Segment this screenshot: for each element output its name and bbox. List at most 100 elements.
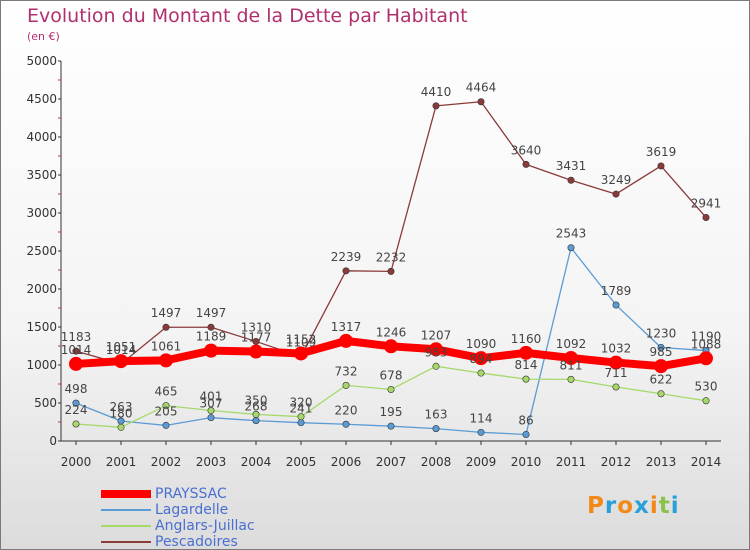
data-label: 268 (245, 400, 268, 414)
data-point (384, 339, 398, 354)
data-label: 263 (110, 400, 133, 414)
data-point (387, 422, 395, 430)
data-point (429, 342, 443, 357)
data-point (342, 381, 350, 389)
legend-label: Pescadoires (155, 534, 238, 550)
data-point (252, 417, 260, 425)
data-label: 1160 (511, 332, 542, 346)
logo-letter: r (604, 493, 618, 519)
data-label: 465 (155, 385, 178, 399)
data-label: 1088 (691, 337, 722, 351)
data-point (249, 344, 263, 359)
data-label: 4410 (421, 85, 452, 99)
x-tick-label: 2008 (421, 455, 452, 469)
data-point (612, 301, 620, 309)
y-tick-label: 5000 (26, 54, 57, 68)
data-label: 622 (650, 373, 673, 387)
data-point (342, 420, 350, 428)
legend-item-lagardelle[interactable]: Lagardelle (101, 502, 321, 518)
data-point (522, 375, 530, 383)
data-point (72, 347, 80, 355)
data-point (387, 267, 395, 275)
x-tick-label: 2000 (61, 455, 92, 469)
data-point (477, 369, 485, 377)
x-tick-label: 2002 (151, 455, 182, 469)
data-point (432, 102, 440, 110)
data-label: 1032 (601, 342, 632, 356)
data-label: 1152 (286, 332, 317, 346)
data-label: 220 (335, 403, 358, 417)
data-point (477, 98, 485, 106)
chart-subtitle: (en €) (27, 30, 60, 43)
y-tick-label: 0 (49, 434, 57, 448)
data-point (432, 425, 440, 433)
x-tick-label: 2005 (286, 455, 317, 469)
data-label: 3619 (646, 145, 677, 159)
logo-letter: x (634, 493, 650, 519)
data-point (657, 162, 665, 170)
data-label: 811 (560, 358, 583, 372)
legend-item-anglars-juillac[interactable]: Anglars-Juillac (101, 518, 321, 534)
data-point (69, 356, 83, 371)
data-point (294, 346, 308, 361)
data-label: 814 (515, 358, 538, 372)
x-tick-label: 2004 (241, 455, 272, 469)
data-label: 3249 (601, 173, 632, 187)
x-tick-label: 2009 (466, 455, 497, 469)
data-label: 732 (335, 364, 358, 378)
chart-title: Evolution du Montant de la Dette par Hab… (27, 5, 468, 27)
data-label: 1092 (556, 337, 587, 351)
data-label: 241 (290, 402, 313, 416)
data-point (702, 213, 710, 221)
data-label: 530 (695, 380, 718, 394)
data-label: 1090 (466, 337, 497, 351)
data-label: 983 (425, 345, 448, 359)
data-label: 1109 (286, 336, 317, 350)
y-tick-label: 500 (34, 396, 57, 410)
y-tick-label: 1500 (26, 320, 57, 334)
data-label: 86 (518, 413, 533, 427)
data-label: 205 (155, 404, 178, 418)
data-label: 224 (65, 403, 88, 417)
data-label: 320 (290, 396, 313, 410)
legend: PRAYSSAC Lagardelle Anglars-Juillac Pesc… (101, 486, 321, 550)
data-point (339, 333, 353, 348)
data-point (522, 430, 530, 438)
data-label: 678 (380, 368, 403, 382)
data-label: 1207 (421, 328, 452, 342)
data-point (159, 353, 173, 368)
legend-item-prayssac[interactable]: PRAYSSAC (101, 486, 321, 502)
data-label: 1014 (106, 343, 137, 357)
data-label: 894 (470, 352, 493, 366)
data-point (699, 351, 713, 366)
data-point (432, 362, 440, 370)
y-tick-label: 3500 (26, 168, 57, 182)
data-label: 307 (200, 397, 223, 411)
data-point (519, 345, 533, 360)
data-label: 2941 (691, 196, 722, 210)
data-point (474, 351, 488, 366)
logo-letter: i (670, 493, 680, 519)
data-point (204, 343, 218, 358)
data-point (567, 176, 575, 184)
data-point (117, 423, 125, 431)
data-label: 2232 (376, 250, 407, 264)
legend-label: PRAYSSAC (155, 486, 227, 502)
logo-letter: t (658, 493, 671, 519)
data-point (207, 323, 215, 331)
y-tick-label: 2500 (26, 244, 57, 258)
data-label: 1189 (196, 330, 227, 344)
legend-item-pescadoires[interactable]: Pescadoires (101, 534, 321, 550)
data-point (657, 344, 665, 352)
data-point (297, 413, 305, 421)
data-label: 498 (65, 382, 88, 396)
data-point (702, 397, 710, 405)
data-label: 1497 (151, 306, 182, 320)
y-tick-label: 3000 (26, 206, 57, 220)
data-point (72, 420, 80, 428)
data-label: 3640 (511, 143, 542, 157)
data-label: 401 (200, 390, 223, 404)
data-label: 4464 (466, 81, 497, 95)
data-point (342, 267, 350, 275)
data-point (207, 407, 215, 415)
